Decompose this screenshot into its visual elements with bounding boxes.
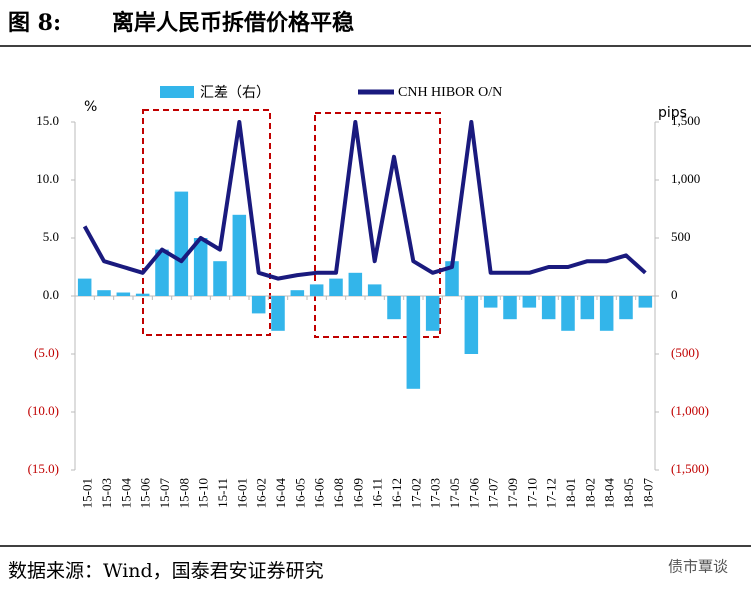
y2-tick-label: 500 bbox=[671, 229, 691, 244]
bar bbox=[155, 249, 169, 296]
x-tick-label: 18-02 bbox=[582, 478, 597, 508]
y2-tick-label: (500) bbox=[671, 345, 699, 360]
bar bbox=[619, 296, 633, 320]
x-tick-label: 16-08 bbox=[331, 478, 346, 508]
y2-tick-label: (1,500) bbox=[671, 461, 709, 476]
x-tick-label: 15-08 bbox=[176, 478, 191, 508]
bar bbox=[561, 296, 575, 331]
bar bbox=[174, 191, 189, 296]
legend-label: CNH HIBOR O/N bbox=[398, 85, 502, 100]
y2-tick-label: 1,500 bbox=[671, 113, 700, 128]
bar bbox=[522, 296, 537, 308]
bar bbox=[503, 296, 517, 320]
source: 数据来源：Wind，国泰君安证券研究 bbox=[8, 560, 324, 582]
bar bbox=[290, 290, 305, 296]
x-tick-label: 16-05 bbox=[292, 478, 307, 508]
bar bbox=[251, 296, 266, 314]
x-tick-label: 18-01 bbox=[563, 478, 578, 508]
y-unit: % bbox=[84, 99, 97, 115]
bar bbox=[77, 278, 92, 296]
bar bbox=[464, 296, 479, 354]
x-tick-label: 16-12 bbox=[389, 478, 404, 508]
y-tick-label: 10.0 bbox=[36, 171, 59, 186]
x-tick-label: 17-09 bbox=[505, 478, 520, 508]
bar bbox=[348, 272, 363, 296]
y2-tick-label: 0 bbox=[671, 287, 678, 302]
bar bbox=[97, 290, 111, 296]
x-tick-label: 16-09 bbox=[350, 478, 365, 508]
bar bbox=[425, 296, 440, 331]
bar bbox=[309, 284, 324, 296]
bar bbox=[116, 292, 131, 296]
x-tick-label: 17-02 bbox=[408, 478, 423, 508]
y-tick-label: 15.0 bbox=[36, 113, 59, 128]
highlight-box bbox=[314, 112, 441, 338]
x-tick-label: 17-12 bbox=[544, 478, 559, 508]
y2-unit: pips bbox=[658, 105, 687, 121]
y-tick-label: 5.0 bbox=[43, 229, 59, 244]
x-tick-label: 16-04 bbox=[273, 478, 288, 509]
bar bbox=[135, 293, 150, 296]
highlight-box bbox=[142, 109, 271, 336]
x-tick-label: 15-10 bbox=[196, 478, 211, 508]
x-tick-label: 15-11 bbox=[215, 478, 230, 508]
bar bbox=[271, 296, 285, 331]
bar bbox=[638, 296, 653, 308]
y-tick-label: (5.0) bbox=[34, 345, 59, 360]
x-tick-label: 17-06 bbox=[466, 478, 481, 509]
x-tick-label: 16-01 bbox=[234, 478, 249, 508]
x-tick-label: 17-07 bbox=[486, 478, 501, 509]
line bbox=[82, 120, 647, 281]
x-tick-label: 17-05 bbox=[447, 478, 462, 508]
bar bbox=[599, 296, 614, 331]
x-tick-label: 18-04 bbox=[602, 478, 617, 509]
x-tick-label: 16-06 bbox=[312, 478, 327, 509]
x-tick-label: 17-10 bbox=[524, 478, 539, 508]
bar bbox=[580, 296, 595, 320]
y2-tick-label: 1,000 bbox=[671, 171, 700, 186]
x-tick-label: 15-04 bbox=[118, 478, 133, 509]
bar bbox=[483, 296, 498, 308]
bar bbox=[541, 296, 556, 320]
figure-label: 图 8: bbox=[8, 10, 61, 36]
y2-tick-label: (1,000) bbox=[671, 403, 709, 418]
x-tick-label: 15-06 bbox=[138, 478, 153, 509]
bar bbox=[367, 284, 382, 296]
watermark: 债市覃谈 bbox=[668, 558, 728, 576]
x-tick-label: 15-03 bbox=[99, 478, 114, 508]
bar bbox=[213, 261, 227, 296]
x-tick-label: 16-11 bbox=[370, 478, 385, 508]
bar bbox=[329, 278, 343, 296]
x-tick-label: 15-01 bbox=[80, 478, 95, 508]
x-tick-label: 16-02 bbox=[254, 478, 269, 508]
y-tick-label: (10.0) bbox=[28, 403, 59, 418]
chart-title: 离岸人民币拆借价格平稳 bbox=[112, 10, 354, 36]
x-tick-label: 18-07 bbox=[640, 478, 655, 509]
y-tick-label: 0.0 bbox=[43, 287, 59, 302]
y-tick-label: (15.0) bbox=[28, 461, 59, 476]
bar bbox=[406, 296, 421, 389]
x-tick-label: 15-07 bbox=[157, 478, 172, 509]
legend-label: 汇差（右） bbox=[200, 85, 270, 101]
legend-swatch bbox=[160, 86, 194, 98]
x-tick-label: 17-03 bbox=[428, 478, 443, 508]
bar bbox=[232, 214, 247, 296]
bar bbox=[387, 296, 401, 320]
bar bbox=[193, 238, 208, 296]
x-tick-label: 18-05 bbox=[621, 478, 636, 508]
